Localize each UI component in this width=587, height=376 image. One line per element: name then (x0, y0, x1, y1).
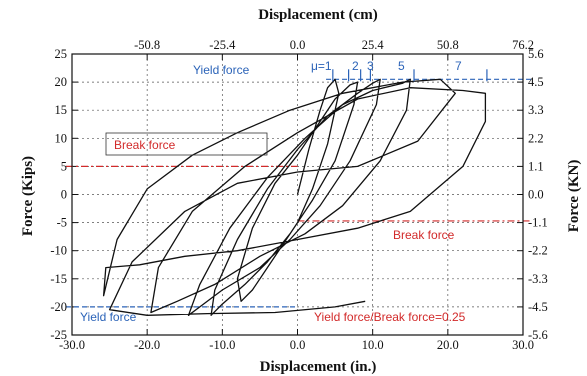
y-tick-label: -20 (50, 300, 67, 314)
y-tick-label: -25 (50, 328, 67, 342)
ductility-markers (332, 69, 488, 82)
ductility-label-7: 7 (455, 59, 462, 73)
x-tick-label: 20.0 (437, 338, 459, 352)
yield-break-ratio-label: Yield force/Break force=0.25 (314, 310, 466, 324)
yield-force-top-label: Yield force (193, 63, 250, 77)
top-tick-label: -50.8 (134, 38, 160, 52)
x-tick-label: 30.0 (512, 338, 534, 352)
top-tick-label: 76.2 (512, 38, 534, 52)
top-tick-label: -25.4 (209, 38, 236, 52)
right-tick-label: -4.5 (528, 300, 548, 314)
right-axis-title: Force (KN) (566, 160, 582, 233)
x-tick-label: -10.0 (209, 338, 235, 352)
top-tick-label: 50.8 (437, 38, 459, 52)
right-tick-label: 5.6 (528, 47, 544, 61)
y-tick-label: 20 (55, 75, 68, 89)
right-tick-label: -3.3 (528, 272, 548, 286)
y-tick-label: -5 (57, 216, 67, 230)
tick-labels: -30.0 -20.0 -10.0 0.0 10.0 20.0 30.0-50.8 -25.4… (50, 38, 547, 352)
grid-lines (72, 54, 523, 335)
y-tick-label: 10 (55, 131, 68, 145)
right-tick-label: 1.1 (528, 159, 544, 173)
bottom-axis-title: Displacement (in.) (260, 359, 377, 375)
top-tick-label: 25.4 (362, 38, 385, 52)
right-tick-label: 0.0 (528, 188, 544, 202)
right-tick-label: 3.3 (528, 103, 544, 117)
top-tick-label: 0.0 (290, 38, 306, 52)
right-tick-label: 4.5 (528, 75, 544, 89)
break-force-right-label: Break force (393, 228, 455, 242)
plot-frame (71, 53, 524, 336)
break-force-left-label: Break force (114, 138, 176, 152)
break-force-box (105, 132, 268, 156)
y-tick-label: -10 (50, 244, 67, 258)
y-tick-label: 15 (55, 103, 68, 117)
right-tick-label: -5.6 (528, 328, 548, 342)
x-tick-label: 0.0 (290, 338, 306, 352)
y-tick-label: 0 (61, 188, 67, 202)
right-tick-label: -2.2 (528, 244, 548, 258)
ductility-label-5: 5 (398, 59, 405, 73)
y-tick-label: -15 (50, 272, 67, 286)
right-tick-label: 2.2 (528, 131, 544, 145)
top-axis-title: Displacement (cm) (258, 7, 378, 23)
hysteresis-series-line (102, 78, 487, 316)
right-tick-label: -1.1 (528, 216, 548, 230)
x-tick-label: -20.0 (134, 338, 160, 352)
y-tick-label: 25 (55, 47, 68, 61)
ductility-label-1: μ=1 (311, 59, 332, 73)
ductility-label-3: 3 (367, 59, 374, 73)
y-tick-label: 5 (61, 159, 67, 173)
hysteresis-curve (102, 78, 487, 316)
x-tick-label: 10.0 (362, 338, 384, 352)
yield-force-bottom-label: Yield force (80, 310, 137, 324)
x-tick-label: -30.0 (59, 338, 85, 352)
left-axis-title: Force (Kips) (20, 156, 36, 236)
ductility-label-2: 2 (352, 59, 359, 73)
